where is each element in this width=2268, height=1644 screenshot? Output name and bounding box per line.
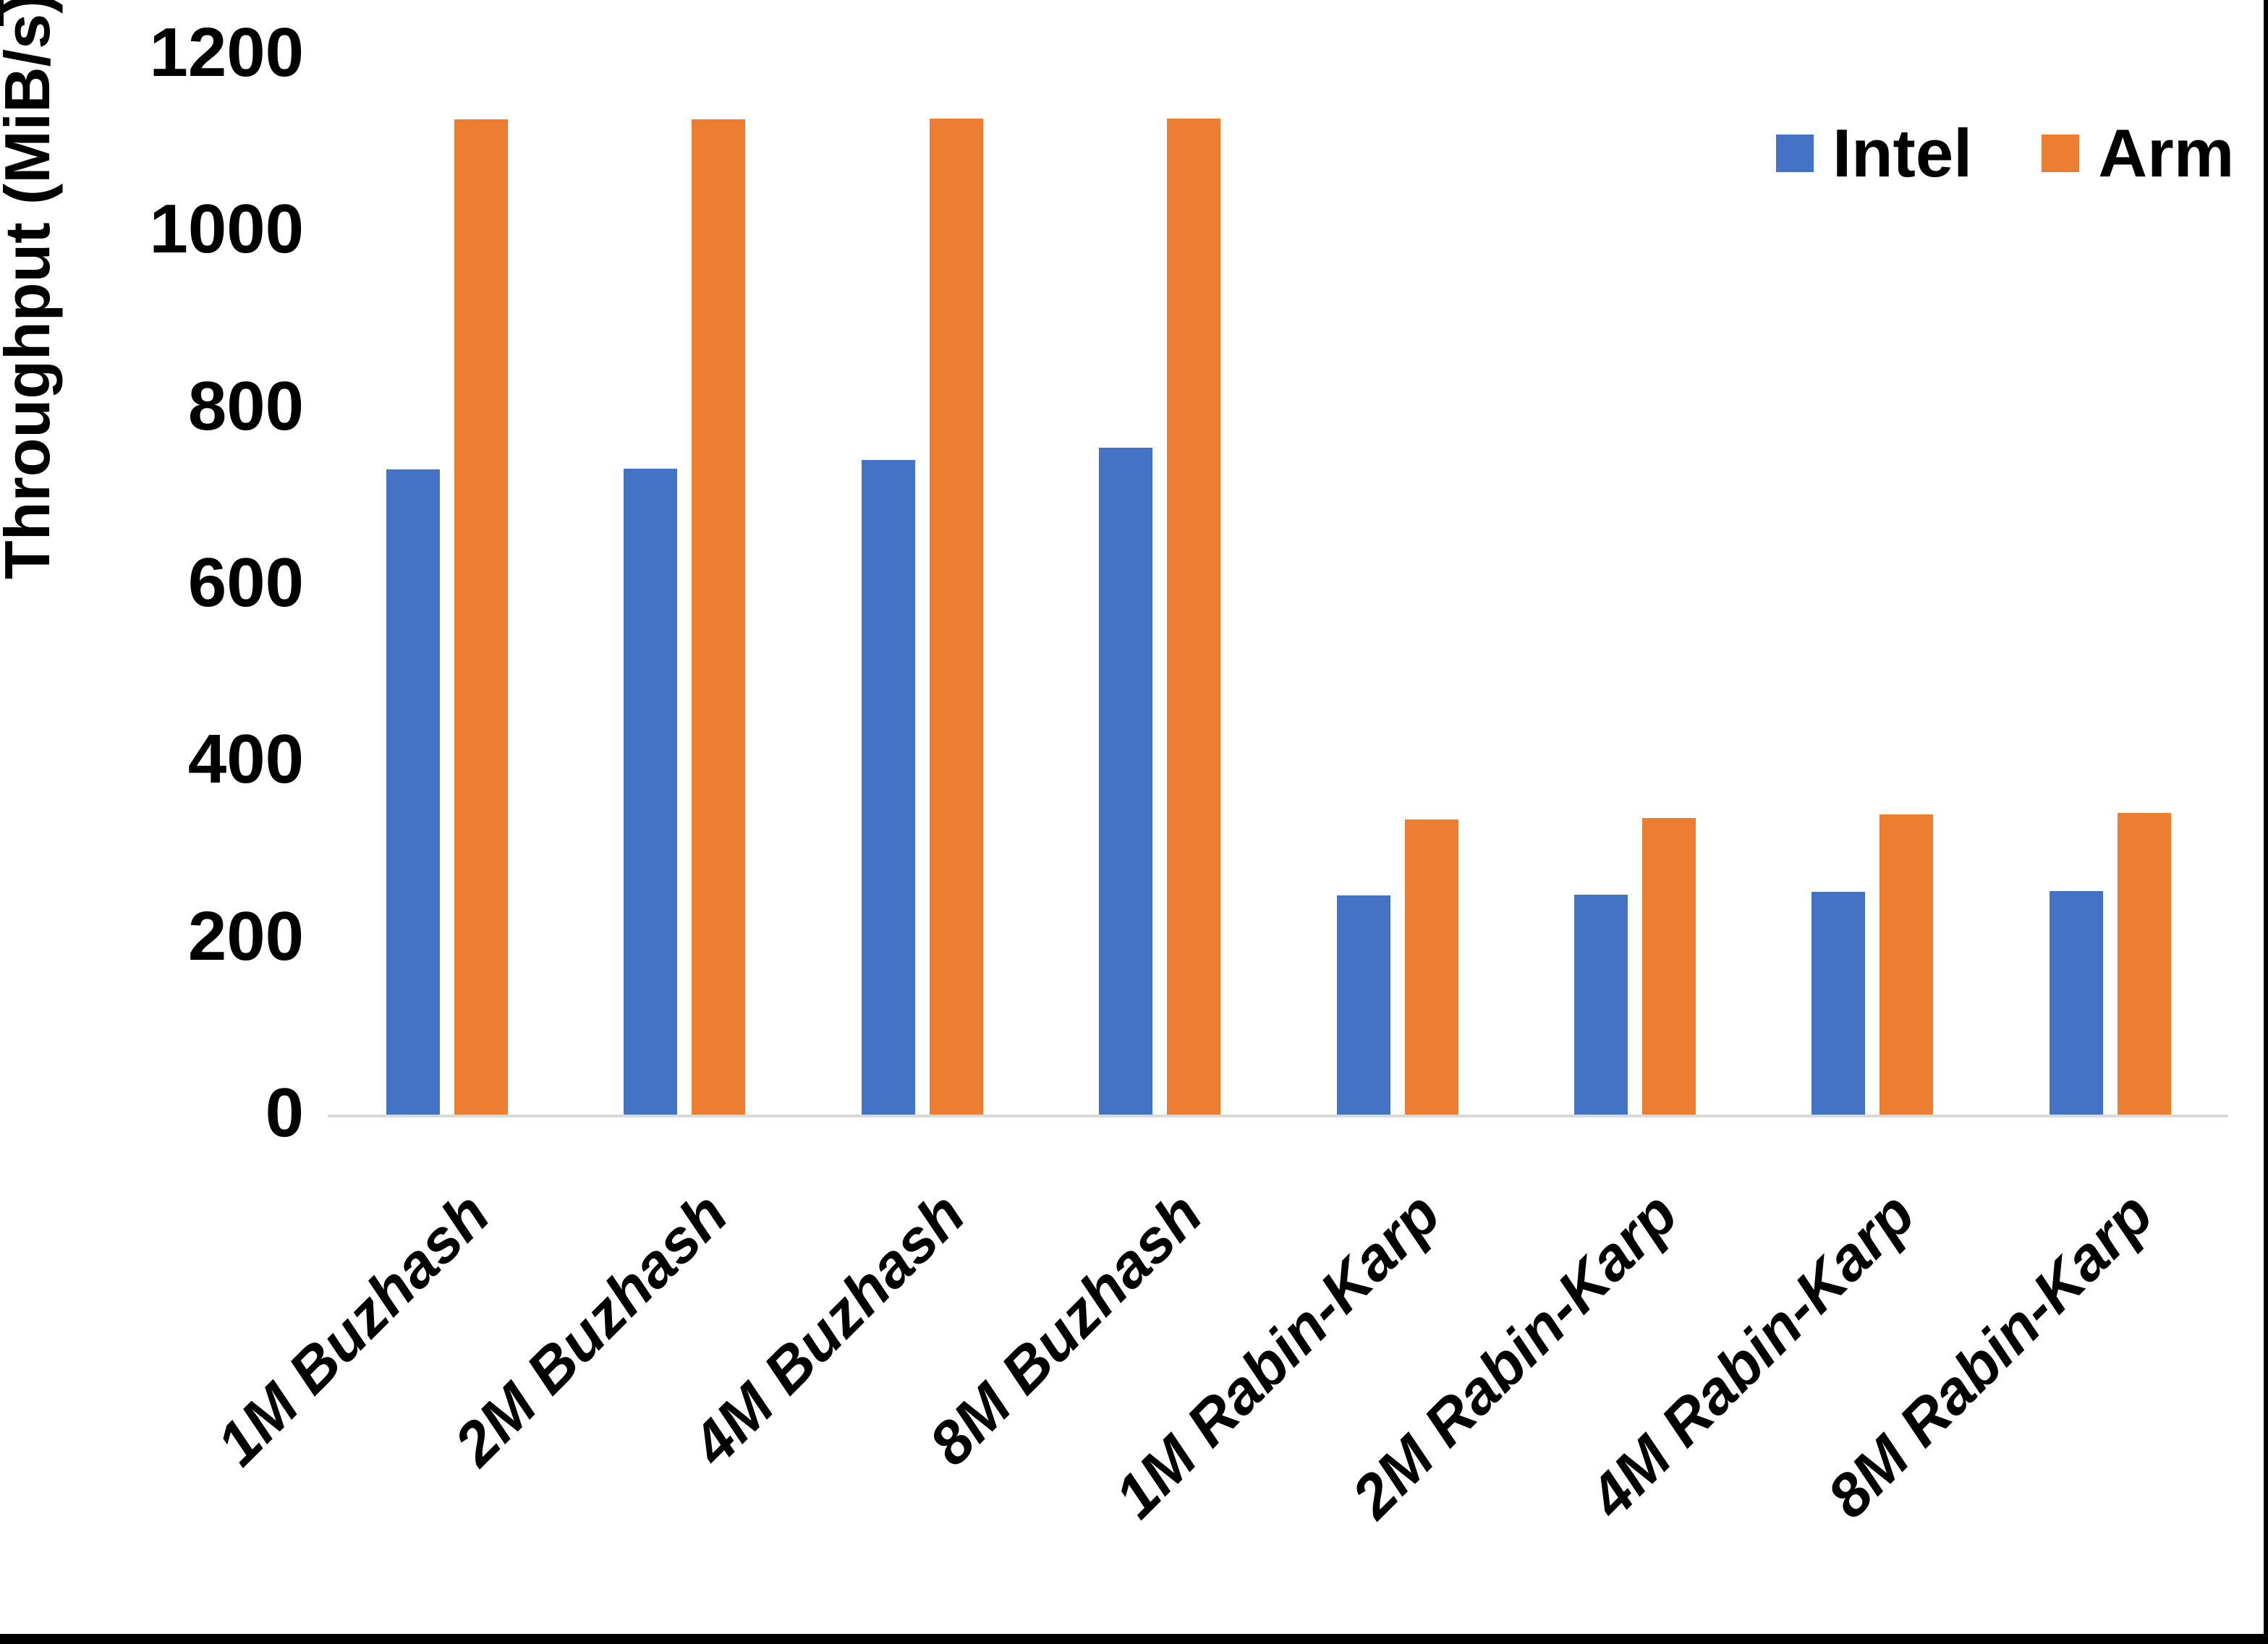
bar-arm-2m-buzhash (692, 119, 745, 1115)
legend-label-intel: Intel (1832, 115, 1973, 191)
bar-intel-8m-buzhash (1099, 448, 1152, 1115)
y-tick-label-1200: 1200 (149, 13, 304, 91)
legend-item-arm: Arm (2042, 114, 2234, 192)
bar-intel-2m-rabin-karp (1574, 895, 1628, 1115)
bar-intel-8m-rabin-karp (2050, 891, 2103, 1115)
bottom-border (0, 1634, 2268, 1644)
y-tick-label-0: 0 (265, 1073, 304, 1151)
bar-intel-1m-buzhash (386, 469, 440, 1115)
bar-intel-2m-buzhash (624, 469, 677, 1115)
bar-arm-8m-buzhash (1167, 119, 1220, 1115)
bar-intel-4m-buzhash (862, 460, 915, 1115)
bar-intel-4m-rabin-karp (1812, 892, 1865, 1115)
bar-arm-1m-rabin-karp (1405, 819, 1458, 1115)
bar-arm-1m-buzhash (454, 119, 508, 1115)
y-tick-label-400: 400 (187, 720, 304, 798)
top-left-border-sliver (0, 0, 4, 26)
legend: Intel Arm (1776, 114, 2234, 192)
x-axis-line (328, 1115, 2228, 1117)
bar-arm-4m-buzhash (930, 119, 983, 1115)
y-tick-label-200: 200 (187, 897, 304, 975)
y-tick-label-800: 800 (187, 367, 304, 445)
bar-arm-8m-rabin-karp (2118, 813, 2171, 1115)
legend-swatch-intel (1776, 135, 1814, 172)
legend-label-arm: Arm (2098, 115, 2235, 191)
y-tick-label-600: 600 (187, 543, 304, 621)
y-axis-title: Throughput (MiB/s) (0, 0, 63, 579)
legend-item-intel: Intel (1776, 114, 1972, 192)
y-tick-label-1000: 1000 (149, 190, 304, 268)
bar-arm-4m-rabin-karp (1880, 814, 1933, 1115)
bar-arm-2m-rabin-karp (1642, 818, 1696, 1115)
bar-intel-1m-rabin-karp (1337, 895, 1390, 1115)
legend-swatch-arm (2042, 135, 2080, 172)
right-border (2264, 0, 2268, 1644)
